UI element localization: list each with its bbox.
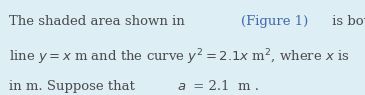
Text: The shaded area shown in: The shaded area shown in	[9, 15, 189, 28]
Text: (Figure 1): (Figure 1)	[241, 15, 309, 28]
Text: is bounded by the: is bounded by the	[328, 15, 365, 28]
Text: $a$: $a$	[177, 80, 186, 93]
Text: line $y = x$ m and the curve $y^2 = 2.1x$ m$^2$, where $x$ is: line $y = x$ m and the curve $y^2 = 2.1x…	[9, 48, 350, 67]
Text: = 2.1  m .: = 2.1 m .	[189, 80, 259, 93]
Text: in m. Suppose that: in m. Suppose that	[9, 80, 139, 93]
